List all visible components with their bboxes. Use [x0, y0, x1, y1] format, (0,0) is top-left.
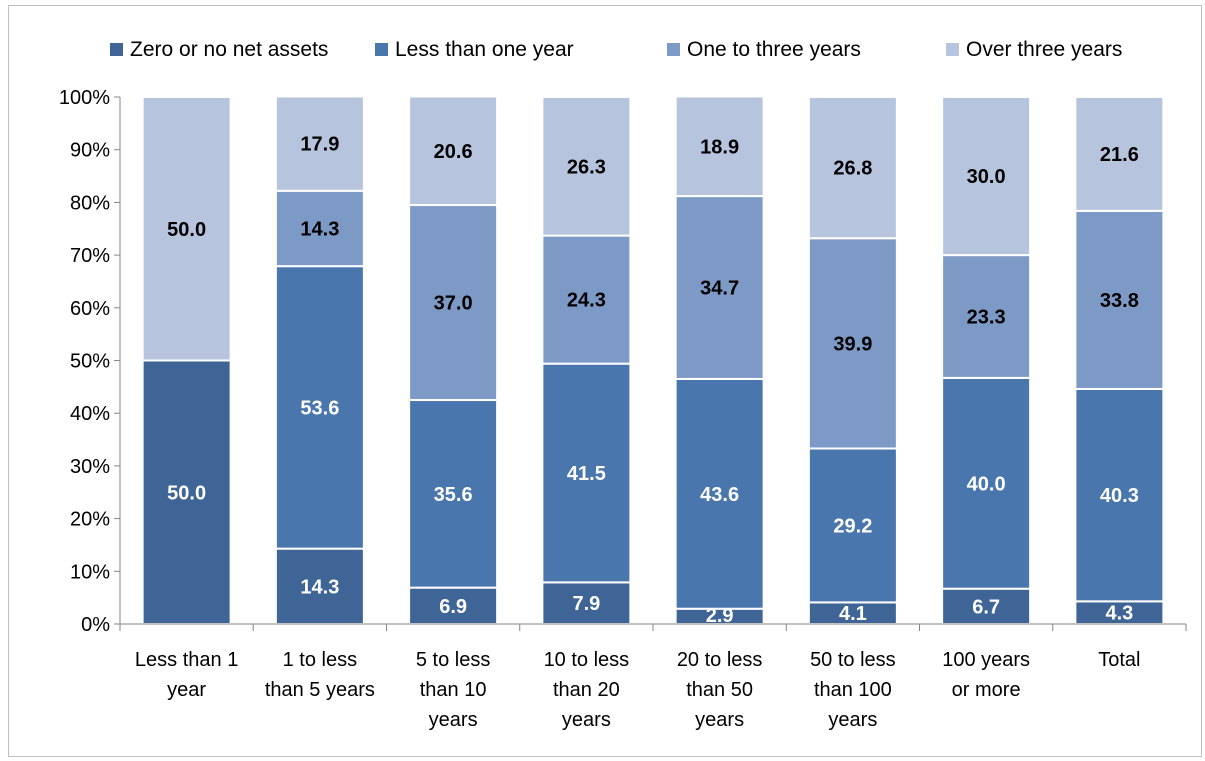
x-tick-label: 100 years or more — [942, 649, 1030, 701]
data-label: 39.9 — [833, 333, 872, 355]
bar-segment — [1074, 209, 1165, 390]
y-tick-label: 50% — [70, 351, 110, 373]
data-label: 20.6 — [434, 141, 473, 163]
legend-swatch — [375, 43, 388, 56]
x-tick-label: Total — [1098, 649, 1140, 671]
data-label: 30.0 — [967, 166, 1006, 188]
bar-segment — [1074, 96, 1165, 212]
y-tick-label: 10% — [70, 561, 110, 583]
data-label: 35.6 — [434, 484, 473, 506]
data-label: 26.8 — [833, 158, 872, 180]
legend-swatch — [667, 43, 680, 56]
data-label: 33.8 — [1100, 290, 1139, 312]
data-label: 7.9 — [572, 593, 600, 615]
data-label: 14.3 — [300, 218, 339, 240]
legend-swatch — [110, 43, 123, 56]
data-label: 6.9 — [439, 596, 467, 618]
bar-segment — [941, 376, 1032, 590]
data-label: 37.0 — [434, 293, 473, 315]
x-tick-label: 20 to less than 50 years — [677, 649, 763, 731]
x-tick-label: 5 to less than 10 years — [416, 649, 490, 731]
data-label: 29.2 — [833, 515, 872, 537]
legend-label: One to three years — [687, 38, 861, 61]
bar-segment — [807, 447, 898, 604]
bar-segment — [408, 204, 499, 402]
y-tick-label: 100% — [59, 87, 110, 109]
y-tick-label: 80% — [70, 192, 110, 214]
bar-segment — [541, 234, 632, 365]
bar-segment — [541, 96, 632, 237]
x-tick-label: 50 to less than 100 years — [810, 649, 896, 731]
data-label: 34.7 — [700, 278, 739, 300]
bar-segment — [807, 237, 898, 450]
y-tick-label: 0% — [81, 614, 110, 636]
y-tick-label: 20% — [70, 509, 110, 531]
data-label: 50.0 — [167, 219, 206, 241]
data-label: 2.9 — [706, 605, 734, 627]
data-label: 21.6 — [1100, 144, 1139, 166]
bar-segment — [674, 195, 765, 380]
legend-label: Less than one year — [395, 38, 574, 61]
y-tick-label: 70% — [70, 245, 110, 267]
y-tick-label: 90% — [70, 140, 110, 162]
legend-label: Zero or no net assets — [130, 38, 328, 61]
y-tick-label: 60% — [70, 298, 110, 320]
bar-segment — [674, 95, 765, 198]
data-label: 4.3 — [1105, 603, 1133, 625]
bar-segment — [141, 96, 232, 362]
data-label: 24.3 — [567, 290, 606, 312]
bar-segment — [541, 362, 632, 584]
legend-item: Zero or no net assets — [110, 38, 328, 61]
legend-swatch — [946, 43, 959, 56]
x-axis: Less than 1 year 1 to less than 5 years 5 to… — [119, 623, 1187, 731]
data-label: 40.0 — [967, 473, 1006, 495]
data-label: 6.7 — [972, 596, 1000, 618]
data-label: 17.9 — [300, 134, 339, 156]
legend-item: Over three years — [946, 38, 1122, 61]
legend-item: One to three years — [667, 38, 861, 61]
data-label: 50.0 — [167, 482, 206, 504]
data-label: 53.6 — [300, 397, 339, 419]
data-label: 41.5 — [567, 463, 606, 485]
data-label: 23.3 — [967, 306, 1006, 328]
legend: Zero or no net assets Less than one year O… — [110, 38, 1122, 61]
bar-segment — [674, 377, 765, 610]
data-label: 18.9 — [700, 136, 739, 158]
bar-segment — [274, 95, 365, 192]
bar-segment — [274, 265, 365, 550]
bars: 50.0 50.0 14.3 53.6 14.3 17.9 6.9 35.6 37.0 20.6 7… — [141, 95, 1165, 627]
y-axis: 0% 10% 20% 30% 40% 50% 60% 70% 80% 90% 100% — [59, 87, 121, 636]
y-tick-label: 30% — [70, 456, 110, 478]
bar-segment — [274, 189, 365, 268]
bar-segment — [408, 95, 499, 207]
x-tick-label: Less than 1 year — [135, 649, 238, 701]
data-label: 26.3 — [567, 156, 606, 178]
legend-item: Less than one year — [375, 38, 574, 61]
bar-segment — [941, 96, 1032, 257]
data-label: 43.6 — [700, 484, 739, 506]
x-tick-label: 1 to less than 5 years — [265, 649, 375, 701]
x-tick-label: 10 to less than 20 years — [544, 649, 630, 731]
data-label: 40.3 — [1100, 485, 1139, 507]
y-tick-label: 40% — [70, 403, 110, 425]
data-label: 14.3 — [300, 576, 339, 598]
data-label: 4.1 — [839, 603, 867, 625]
bar-segment — [1074, 387, 1165, 603]
bar-segment — [807, 96, 898, 240]
legend-label: Over three years — [966, 38, 1122, 61]
